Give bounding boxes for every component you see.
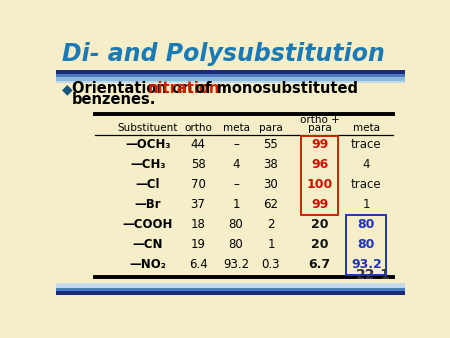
Text: 6.4: 6.4 [189, 259, 207, 271]
Text: 55: 55 [264, 138, 278, 151]
Text: 30: 30 [264, 178, 278, 191]
Text: 19: 19 [191, 239, 206, 251]
Text: of monosubstituted: of monosubstituted [190, 81, 358, 96]
Text: 2: 2 [267, 218, 274, 232]
Text: para: para [259, 123, 283, 132]
Text: 20: 20 [311, 218, 328, 232]
Bar [56, 288, 405, 291]
Text: 22-1: 22-1 [356, 268, 391, 282]
Text: 70: 70 [191, 178, 206, 191]
Text: Substituent: Substituent [117, 123, 178, 132]
Text: ortho: ortho [184, 123, 212, 132]
Text: 37: 37 [191, 198, 206, 212]
Bar [56, 283, 405, 285]
Bar [56, 285, 405, 288]
Bar [56, 291, 405, 295]
Text: nitration: nitration [148, 81, 220, 96]
Bar [56, 80, 405, 83]
Text: 80: 80 [358, 239, 375, 251]
Text: 80: 80 [229, 218, 243, 232]
Text: 20: 20 [311, 239, 328, 251]
Text: —COOH: —COOH [122, 218, 173, 232]
Text: 18: 18 [191, 218, 206, 232]
Text: 93.2: 93.2 [351, 259, 382, 271]
Text: 44: 44 [191, 138, 206, 151]
Bar [56, 74, 405, 77]
Text: –: – [233, 178, 239, 191]
Text: —OCH₃: —OCH₃ [125, 138, 171, 151]
Text: 4: 4 [363, 159, 370, 171]
Text: 80: 80 [358, 218, 375, 232]
Text: 4: 4 [232, 159, 240, 171]
Text: ortho +: ortho + [300, 115, 340, 125]
Text: Di- and Polysubstitution: Di- and Polysubstitution [63, 42, 385, 66]
Text: 93.2: 93.2 [223, 259, 249, 271]
Text: 38: 38 [264, 159, 278, 171]
Text: 99: 99 [311, 138, 328, 151]
Text: —Br: —Br [135, 198, 161, 212]
Text: trace: trace [351, 138, 382, 151]
Text: —CH₃: —CH₃ [130, 159, 166, 171]
Text: –: – [233, 138, 239, 151]
Text: meta: meta [353, 123, 380, 132]
Text: —Cl: —Cl [135, 178, 160, 191]
Text: 1: 1 [232, 198, 240, 212]
Text: trace: trace [351, 178, 382, 191]
Text: 6.7: 6.7 [309, 259, 331, 271]
Text: 80: 80 [229, 239, 243, 251]
Text: 58: 58 [191, 159, 206, 171]
Text: 1: 1 [267, 239, 274, 251]
Bar [56, 70, 405, 74]
Text: 0.3: 0.3 [262, 259, 280, 271]
Text: 1: 1 [363, 198, 370, 212]
Text: 100: 100 [306, 178, 333, 191]
Bar [346, 215, 387, 275]
Text: —NO₂: —NO₂ [129, 259, 166, 271]
Text: benzenes.: benzenes. [72, 92, 156, 107]
Text: 99: 99 [311, 198, 328, 212]
Text: Orientation on: Orientation on [72, 81, 198, 96]
Text: —CN: —CN [132, 239, 163, 251]
Text: 62: 62 [263, 198, 279, 212]
Bar [301, 136, 338, 215]
Text: ◆: ◆ [63, 82, 73, 96]
Text: meta: meta [223, 123, 250, 132]
Text: 96: 96 [311, 159, 328, 171]
Bar [56, 77, 405, 80]
Text: para: para [308, 123, 332, 132]
